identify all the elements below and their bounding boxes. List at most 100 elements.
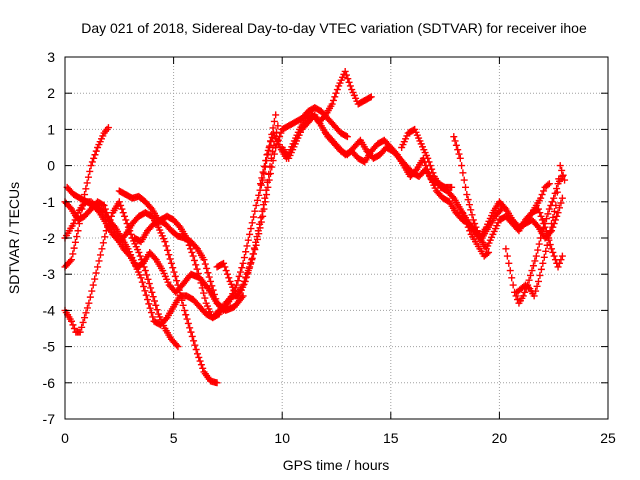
data-point [542, 215, 550, 223]
data-point [537, 212, 545, 220]
data-point [182, 311, 190, 319]
data-point [162, 242, 170, 250]
data-point [463, 220, 471, 228]
data-point [238, 264, 246, 272]
data-point [173, 341, 181, 349]
data-point [270, 150, 278, 158]
data-point [246, 263, 254, 271]
data-point [69, 250, 77, 258]
data-point [190, 256, 198, 264]
data-point [243, 242, 251, 250]
series-sat-d [61, 198, 223, 329]
data-point [247, 225, 255, 233]
data-point [204, 269, 212, 277]
data-point [121, 232, 129, 240]
data-point [91, 275, 99, 283]
data-point [346, 82, 354, 90]
data-point [263, 151, 271, 159]
data-point [458, 209, 466, 217]
data-point [548, 198, 556, 206]
data-point [274, 122, 282, 130]
data-point [235, 272, 243, 280]
data-point [424, 154, 432, 162]
data-point [193, 350, 201, 358]
data-point [257, 181, 265, 189]
data-point [187, 328, 195, 336]
data-point [240, 254, 248, 262]
data-point [530, 292, 538, 300]
data-point [248, 219, 256, 227]
data-point [475, 230, 483, 238]
data-point [83, 304, 91, 312]
data-point [538, 229, 546, 237]
data-point [117, 201, 125, 209]
data-point [329, 96, 337, 104]
data-point [248, 254, 256, 262]
data-point [267, 138, 275, 146]
y-axis-label: SDTVAR / TECUs [6, 182, 22, 294]
data-point [257, 218, 265, 226]
data-point [200, 289, 208, 297]
data-point [225, 274, 233, 282]
data-point [525, 276, 533, 284]
data-point [557, 199, 565, 207]
data-point [194, 269, 202, 277]
x-tick-label: 0 [61, 430, 69, 446]
data-point [548, 245, 556, 253]
data-point [509, 281, 517, 289]
data-point [139, 259, 147, 267]
data-point [185, 241, 193, 249]
data-point [78, 323, 86, 331]
data-point [174, 281, 182, 289]
data-point [496, 206, 504, 214]
data-point [454, 146, 462, 154]
data-point [256, 224, 264, 232]
series-sat-q [528, 180, 553, 217]
data-point [452, 141, 460, 149]
data-point [464, 223, 472, 231]
data-point [259, 212, 267, 220]
data-point [512, 292, 520, 300]
data-point [461, 216, 469, 224]
data-point [550, 194, 558, 202]
data-point [261, 198, 269, 206]
data-point [341, 67, 349, 75]
data-point [505, 259, 513, 267]
data-point [90, 154, 98, 162]
data-point [256, 186, 264, 194]
data-point [521, 288, 529, 296]
chart-title: Day 021 of 2018, Sidereal Day-to-day VTE… [81, 20, 587, 36]
data-point [239, 259, 247, 267]
data-point [208, 282, 216, 290]
data-point [209, 286, 217, 294]
data-point [147, 204, 155, 212]
data-point [92, 147, 100, 155]
data-point [145, 300, 153, 308]
data-point [540, 187, 548, 195]
y-tick-label: -1 [43, 194, 56, 210]
data-point [256, 180, 264, 188]
data-point [331, 93, 339, 101]
data-point [144, 275, 152, 283]
data-point [534, 246, 542, 254]
data-point [554, 263, 562, 271]
data-point [264, 146, 272, 154]
y-tick-label: 3 [47, 49, 55, 65]
data-point [70, 244, 78, 252]
series-sat-p [513, 162, 569, 300]
data-point [198, 284, 206, 292]
data-point [175, 286, 183, 294]
data-point [559, 171, 567, 179]
data-point [533, 282, 541, 290]
data-point [86, 167, 94, 175]
data-point [70, 325, 78, 332]
data-point [178, 296, 186, 304]
data-point [95, 257, 103, 265]
data-point [320, 112, 328, 120]
data-point [342, 71, 350, 79]
data-point [92, 269, 100, 277]
data-point [367, 93, 375, 101]
data-point [473, 227, 481, 235]
data-point [240, 277, 248, 285]
data-point [464, 196, 472, 204]
